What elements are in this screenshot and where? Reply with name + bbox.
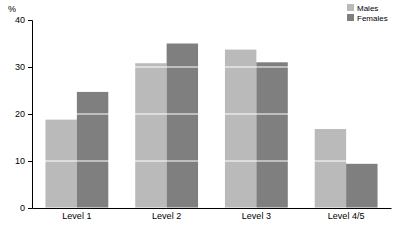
y-tick-label: 0 [20,203,25,213]
x-axis-line [33,208,392,209]
y-tick: 30 [15,62,32,72]
bar [167,44,198,209]
x-tick-label: Level 1 [62,211,91,221]
legend-swatch [347,14,354,21]
bar [315,129,346,208]
y-tick-mark [28,67,32,68]
x-tick-label: Level 3 [242,211,271,221]
y-tick-mark [28,208,32,209]
bar [45,120,76,208]
chart: 0 10 20 30 40 Level 1 Level 2 Level 3 Level 4/5%… [0,0,397,227]
bar [225,50,256,208]
grid-line [32,67,391,68]
legend-label: Females [357,14,388,23]
y-tick-mark [28,114,32,115]
grid-line [32,114,391,115]
bar [135,63,166,208]
y-tick-label: 30 [15,62,25,72]
bars [45,44,377,209]
y-tick-mark [28,161,32,162]
bar [256,62,287,208]
x-tick-label: Level 2 [152,211,181,221]
grid-line [32,208,391,209]
x-tick: Level 2 [152,208,181,221]
bar [77,92,108,208]
legend: MalesFemales [347,4,388,23]
y-tick: 10 [15,156,32,166]
y-tick-mark [28,20,32,21]
y-tick: 20 [15,109,32,119]
y-axis: 0 10 20 30 40 [15,15,33,213]
legend-swatch [347,4,354,11]
x-tick: Level 4/5 [328,208,365,221]
plot: 0 10 20 30 40 Level 1 Level 2 Level 3 Level 4/5 [15,15,392,221]
y-tick-label: 40 [15,15,25,25]
y-tick-label: 20 [15,109,25,119]
x-tick: Level 1 [62,208,91,221]
legend-label: Males [357,4,378,13]
x-tick-label: Level 4/5 [328,211,365,221]
y-axis-line [28,21,33,209]
x-axis: Level 1 Level 2 Level 3 Level 4/5 [33,208,392,221]
y-tick: 40 [15,15,32,25]
x-tick: Level 3 [242,208,271,221]
y-tick: 0 [20,203,32,213]
grid-line [32,161,391,162]
grid-line [32,20,391,21]
y-tick-label: 10 [15,156,25,166]
grid [32,20,391,208]
y-axis-title: % [8,4,16,14]
bar [346,164,377,208]
